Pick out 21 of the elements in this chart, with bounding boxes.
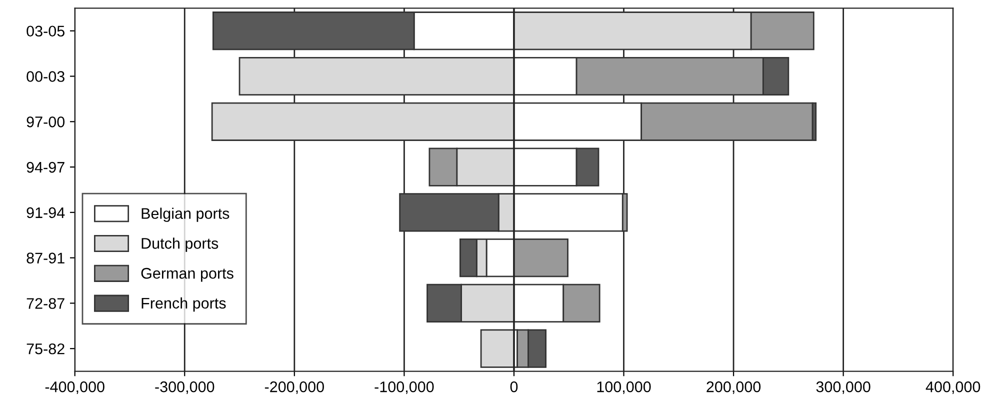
legend-label: French ports [142, 297, 226, 312]
x-tick-label: -300,000 [155, 381, 214, 394]
x-tick-label: 0 [510, 381, 518, 392]
legend-label: German ports [141, 268, 234, 282]
y-tick-label: 91-94 [26, 207, 65, 218]
y-tick-label: 87-91 [26, 252, 64, 264]
y-tick-label: 94-97 [26, 162, 64, 173]
y-tick-label: 72-87 [26, 298, 64, 309]
y-tick-label: 00-03 [26, 71, 64, 82]
y-tick-label: 03-05 [26, 26, 64, 37]
y-tick-label: 75-82 [26, 343, 64, 354]
x-tick-label: -200,000 [264, 381, 324, 394]
y-tick-label: 97-00 [26, 116, 65, 128]
x-tick-label: 100,000 [597, 381, 651, 394]
x-tick-label: -400,000 [45, 381, 104, 394]
x-tick-label: -100,000 [374, 381, 434, 394]
x-tick-label: 400,000 [926, 381, 980, 394]
x-tick-label: 300,000 [816, 381, 870, 394]
legend-label: Dutch ports [142, 238, 218, 252]
x-tick-label: 200,000 [706, 381, 761, 394]
legend-label: Belgian ports [142, 208, 230, 222]
